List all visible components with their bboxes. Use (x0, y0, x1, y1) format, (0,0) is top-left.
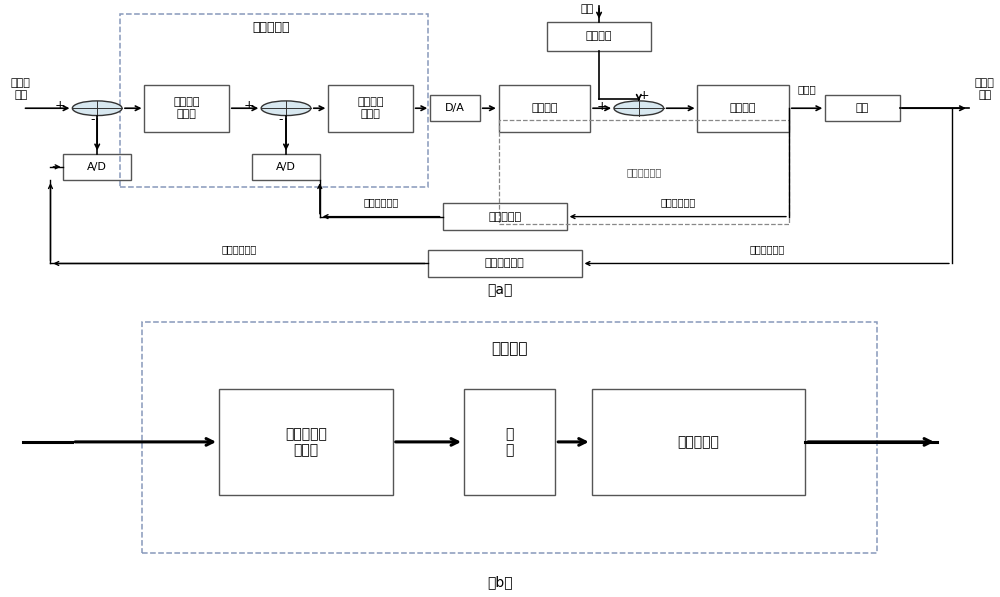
Text: 干扰: 干扰 (581, 4, 594, 14)
Text: 执行机构: 执行机构 (531, 103, 558, 113)
Text: 数字控制器: 数字控制器 (252, 21, 290, 34)
Bar (63, 153, 131, 180)
Text: 电
机: 电 机 (505, 427, 514, 457)
Text: +: + (597, 100, 607, 112)
Text: +: + (55, 99, 66, 112)
Text: 实际角
位置: 实际角 位置 (975, 78, 995, 100)
Text: 角速度: 角速度 (798, 84, 816, 94)
Text: 积分: 积分 (856, 103, 869, 113)
Text: 方位测量器件: 方位测量器件 (485, 259, 525, 269)
Bar (144, 85, 229, 132)
Text: 反作用飞轮: 反作用飞轮 (678, 435, 719, 449)
Text: -: - (90, 113, 94, 125)
Text: A/D: A/D (87, 162, 107, 172)
Bar (142, 322, 877, 553)
Text: D/A: D/A (445, 103, 465, 113)
Circle shape (614, 101, 664, 116)
Text: 角速度环
控制器: 角速度环 控制器 (357, 97, 384, 119)
Bar (428, 250, 582, 276)
Bar (547, 22, 651, 51)
Text: （b）: （b） (487, 576, 512, 589)
Text: 执行机构内环: 执行机构内环 (626, 167, 661, 177)
Text: +: + (638, 89, 649, 102)
Text: +: + (244, 99, 255, 112)
Text: （a）: （a） (487, 283, 512, 297)
Bar (499, 120, 789, 224)
Text: 悬吊平台: 悬吊平台 (730, 103, 756, 113)
Bar (120, 14, 428, 187)
Bar (443, 204, 567, 230)
Text: 角位置控制环: 角位置控制环 (221, 244, 257, 254)
Text: 飞轮电机驱
动电路: 飞轮电机驱 动电路 (285, 427, 327, 457)
Bar (697, 85, 789, 132)
Text: -: - (279, 113, 283, 125)
Text: 角速率陀螺: 角速率陀螺 (488, 211, 521, 221)
Text: 执行机构: 执行机构 (491, 341, 528, 356)
Bar (219, 389, 393, 495)
Bar (592, 389, 805, 495)
Bar (464, 389, 555, 495)
Text: 角速度控制环: 角速度控制环 (660, 198, 695, 208)
Circle shape (261, 101, 311, 116)
Text: 角速度控制环: 角速度控制环 (364, 198, 399, 208)
Bar (328, 85, 413, 132)
Text: 角位置环
控制器: 角位置环 控制器 (173, 97, 200, 119)
Bar (499, 85, 590, 132)
Circle shape (72, 101, 122, 116)
Text: A/D: A/D (276, 162, 296, 172)
Bar (825, 95, 900, 121)
Bar (252, 153, 320, 180)
Text: 角位置控制环: 角位置控制环 (749, 244, 784, 254)
Text: 目标角
位置: 目标角 位置 (11, 78, 31, 100)
Bar (430, 95, 480, 121)
Text: 反捻机构: 反捻机构 (586, 32, 612, 41)
